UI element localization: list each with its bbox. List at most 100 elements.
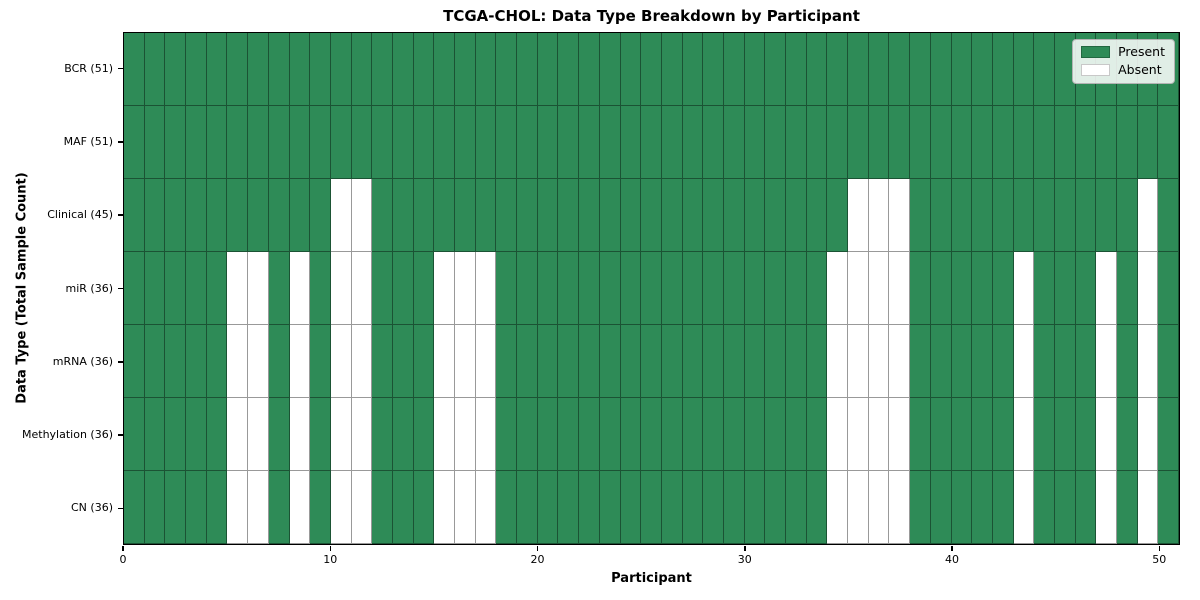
y-tick <box>118 214 123 216</box>
cell-mir-p10 <box>330 252 352 325</box>
cell-maf-p15 <box>434 106 455 179</box>
cell-bcr-p41 <box>972 33 993 106</box>
cell-clinical-p9 <box>310 179 331 252</box>
cell-cn-p29 <box>723 471 745 544</box>
cell-mrna-p34 <box>827 325 849 398</box>
cell-mrna-p1 <box>144 325 166 398</box>
cell-mir-p3 <box>186 252 207 325</box>
cell-bcr-p9 <box>310 33 331 106</box>
cell-cn-p0 <box>124 471 145 544</box>
cell-clinical-p25 <box>641 179 662 252</box>
cell-mrna-p3 <box>186 325 207 398</box>
cell-clinical-p29 <box>723 179 745 252</box>
legend-present-swatch-icon <box>1081 46 1111 58</box>
cell-cn-p16 <box>455 471 476 544</box>
cell-mrna-p39 <box>930 325 952 398</box>
cell-maf-p3 <box>186 106 207 179</box>
cell-mir-p21 <box>558 252 580 325</box>
cell-maf-p18 <box>496 106 518 179</box>
cell-bcr-p37 <box>889 33 911 106</box>
cell-mir-p13 <box>392 252 414 325</box>
cell-cn-p2 <box>165 471 187 544</box>
cell-maf-p12 <box>372 106 393 179</box>
cell-methylation-p29 <box>723 398 745 471</box>
cell-mrna-p14 <box>413 325 435 398</box>
cell-clinical-p15 <box>434 179 455 252</box>
cell-cn-p14 <box>413 471 435 544</box>
cell-clinical-p42 <box>992 179 1014 252</box>
cell-cn-p43 <box>1013 471 1035 544</box>
cell-cn-p38 <box>910 471 931 544</box>
cell-mrna-p37 <box>889 325 911 398</box>
cell-mir-p41 <box>972 252 993 325</box>
cell-bcr-p8 <box>289 33 311 106</box>
cell-clinical-p22 <box>579 179 600 252</box>
cell-mir-p40 <box>951 252 973 325</box>
cell-maf-p2 <box>165 106 187 179</box>
cell-maf-p28 <box>703 106 724 179</box>
cell-clinical-p35 <box>848 179 869 252</box>
cell-mir-p23 <box>599 252 621 325</box>
cell-mir-p28 <box>703 252 724 325</box>
cell-cn-p10 <box>330 471 352 544</box>
cell-methylation-p50 <box>1158 398 1180 471</box>
cell-cn-p4 <box>206 471 228 544</box>
cell-cn-p41 <box>972 471 993 544</box>
cell-bcr-p18 <box>496 33 518 106</box>
cell-maf-p6 <box>248 106 269 179</box>
cell-maf-p11 <box>351 106 373 179</box>
cell-mrna-p18 <box>496 325 518 398</box>
cell-mir-p29 <box>723 252 745 325</box>
heatmap-row-maf <box>124 106 1180 179</box>
cell-bcr-p17 <box>475 33 497 106</box>
x-tick <box>1158 546 1161 551</box>
cell-maf-p14 <box>413 106 435 179</box>
legend: Present Absent <box>1072 39 1175 84</box>
cell-mir-p31 <box>765 252 786 325</box>
cell-cn-p3 <box>186 471 207 544</box>
heatmap-row-methylation <box>124 398 1180 471</box>
cell-maf-p25 <box>641 106 662 179</box>
cell-clinical-p28 <box>703 179 724 252</box>
cell-methylation-p35 <box>848 398 869 471</box>
cell-cn-p37 <box>889 471 911 544</box>
cell-maf-p29 <box>723 106 745 179</box>
cell-methylation-p0 <box>124 398 145 471</box>
cell-bcr-p5 <box>227 33 249 106</box>
cell-clinical-p14 <box>413 179 435 252</box>
cell-bcr-p26 <box>661 33 683 106</box>
cell-clinical-p1 <box>144 179 166 252</box>
cell-maf-p34 <box>827 106 849 179</box>
cell-maf-p16 <box>455 106 476 179</box>
cell-mir-p5 <box>227 252 249 325</box>
cell-methylation-p44 <box>1034 398 1055 471</box>
cell-methylation-p19 <box>517 398 538 471</box>
cell-mir-p33 <box>806 252 828 325</box>
cell-cn-p9 <box>310 471 331 544</box>
cell-mir-p0 <box>124 252 145 325</box>
cell-bcr-p11 <box>351 33 373 106</box>
cell-mir-p18 <box>496 252 518 325</box>
cell-maf-p7 <box>268 106 290 179</box>
cell-clinical-p50 <box>1158 179 1180 252</box>
cell-methylation-p18 <box>496 398 518 471</box>
cell-mir-p20 <box>537 252 559 325</box>
chart-title: TCGA-CHOL: Data Type Breakdown by Partic… <box>443 7 860 25</box>
cell-clinical-p17 <box>475 179 497 252</box>
cell-clinical-p24 <box>620 179 642 252</box>
cell-cn-p11 <box>351 471 373 544</box>
cell-maf-p22 <box>579 106 600 179</box>
cell-mrna-p13 <box>392 325 414 398</box>
cell-cn-p21 <box>558 471 580 544</box>
cell-bcr-p12 <box>372 33 393 106</box>
legend-item-present: Present <box>1081 45 1165 59</box>
legend-absent-label: Absent <box>1118 62 1162 77</box>
cell-mir-p47 <box>1096 252 1117 325</box>
cell-clinical-p48 <box>1117 179 1138 252</box>
cell-methylation-p24 <box>620 398 642 471</box>
cell-methylation-p4 <box>206 398 228 471</box>
cell-maf-p45 <box>1054 106 1076 179</box>
cell-methylation-p6 <box>248 398 269 471</box>
cell-maf-p46 <box>1075 106 1097 179</box>
